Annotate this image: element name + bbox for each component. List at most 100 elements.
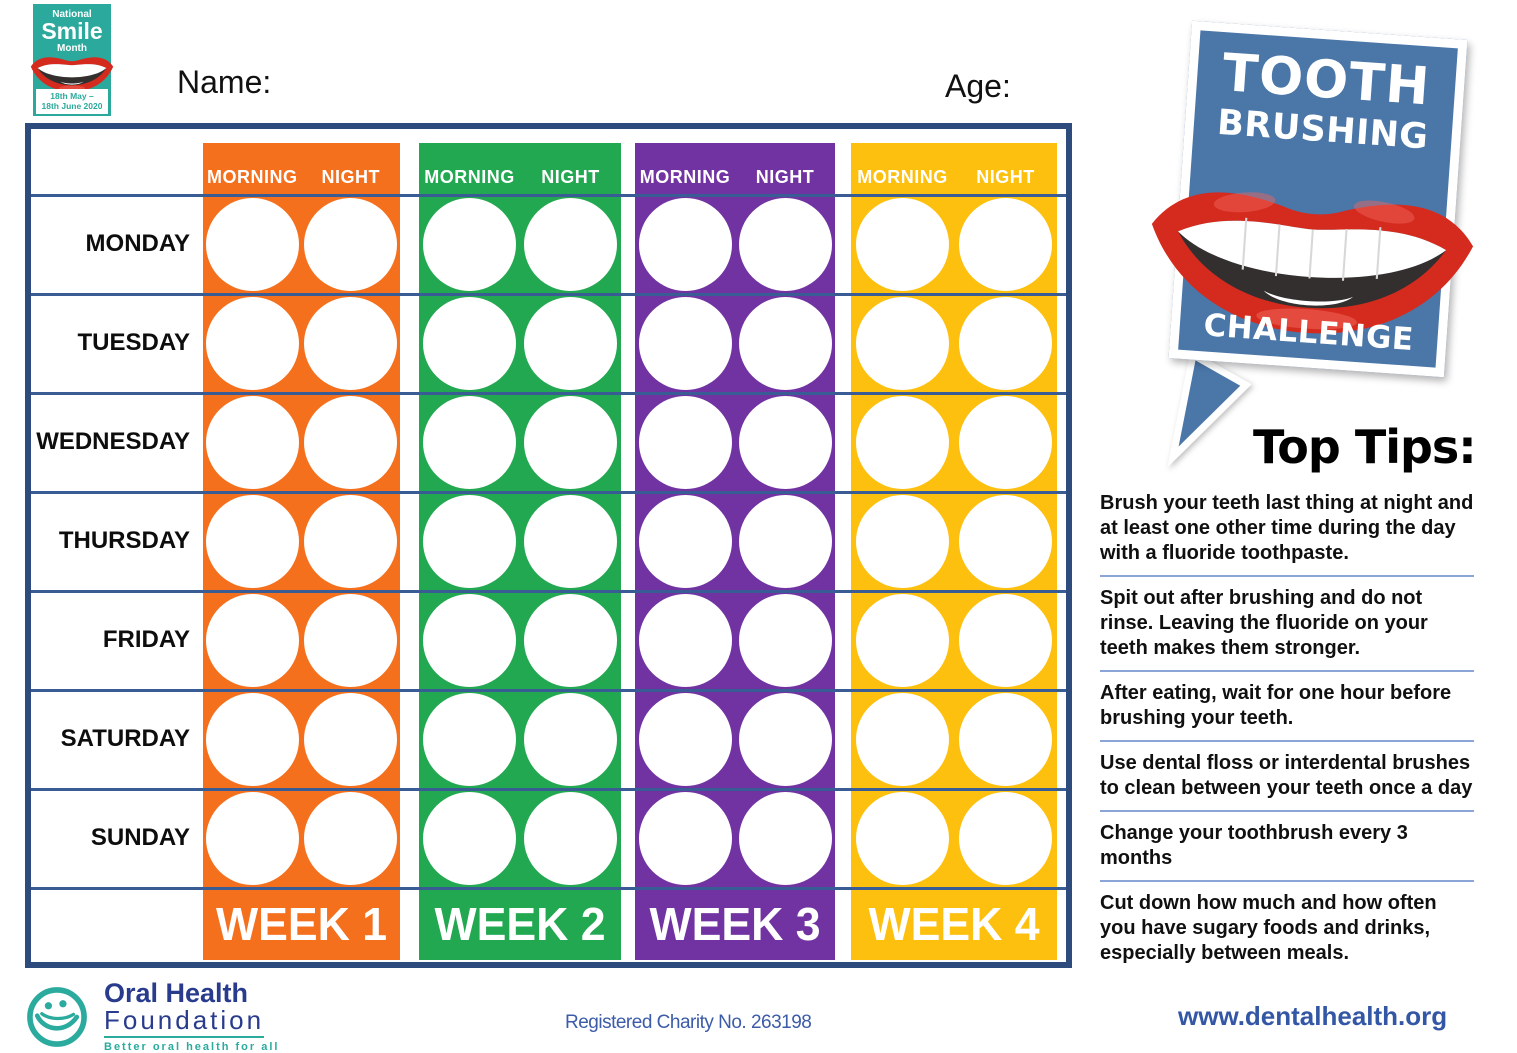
brush-circle[interactable] bbox=[423, 495, 516, 588]
brush-circle[interactable] bbox=[524, 297, 617, 390]
day-label-tuesday: TUESDAY bbox=[77, 329, 190, 356]
night-header: NIGHT bbox=[321, 167, 380, 187]
org-name-line1: Oral Health bbox=[104, 978, 249, 1008]
brush-circle[interactable] bbox=[856, 693, 949, 786]
night-header: NIGHT bbox=[541, 167, 600, 187]
website-link[interactable]: www.dentalhealth.org bbox=[1178, 1001, 1448, 1031]
brush-circle[interactable] bbox=[304, 495, 398, 588]
brush-circle[interactable] bbox=[738, 792, 832, 885]
logo-month-text: Month bbox=[57, 43, 87, 54]
brush-circle[interactable] bbox=[638, 198, 732, 291]
week-4-column: MORNING NIGHT WEEK 4 bbox=[851, 143, 1057, 960]
brush-circle[interactable] bbox=[423, 693, 516, 786]
row-divider bbox=[31, 788, 1066, 791]
tooth-brushing-challenge-badge: TOOTH BRUSHING CHALLENGE bbox=[1150, 14, 1474, 484]
brush-circle[interactable] bbox=[638, 495, 732, 588]
brush-circle[interactable] bbox=[205, 594, 299, 687]
lips-icon bbox=[1151, 192, 1474, 334]
brush-circle[interactable] bbox=[205, 693, 299, 786]
brush-circle[interactable] bbox=[638, 396, 732, 489]
brush-circle[interactable] bbox=[524, 396, 617, 489]
brush-circle[interactable] bbox=[423, 198, 516, 291]
top-tips-title: Top Tips: bbox=[1253, 420, 1477, 474]
logo-smile-text: Smile bbox=[41, 18, 103, 44]
tip-item: Brush your teeth last thing at night and… bbox=[1100, 492, 1474, 564]
day-label-friday: FRIDAY bbox=[102, 626, 190, 653]
oral-health-foundation-logo: Oral Health Foundation Better oral healt… bbox=[24, 980, 279, 1053]
brush-circle[interactable] bbox=[856, 198, 949, 291]
brush-circle[interactable] bbox=[738, 594, 832, 687]
row-divider bbox=[31, 887, 1066, 890]
brush-circle[interactable] bbox=[738, 396, 832, 489]
brush-circle[interactable] bbox=[423, 396, 516, 489]
brush-circle[interactable] bbox=[423, 792, 516, 885]
tip-item: Use dental floss or interdental brushes … bbox=[1100, 740, 1474, 810]
brush-circle[interactable] bbox=[304, 792, 398, 885]
org-name-line2: Foundation bbox=[104, 1006, 265, 1039]
brush-circle[interactable] bbox=[959, 297, 1052, 390]
brush-circle[interactable] bbox=[423, 297, 516, 390]
brush-circle[interactable] bbox=[856, 396, 949, 489]
brush-circle[interactable] bbox=[856, 297, 949, 390]
charity-number: Registered Charity No. 263198 bbox=[565, 1012, 812, 1033]
lips-icon bbox=[30, 57, 114, 92]
name-label: Name: bbox=[177, 64, 272, 100]
tips-list: Brush your teeth last thing at night and… bbox=[1100, 482, 1474, 975]
tip-item: Change your toothbrush every 3 months bbox=[1100, 810, 1474, 880]
brush-circle[interactable] bbox=[738, 693, 832, 786]
brush-circle[interactable] bbox=[524, 792, 617, 885]
brush-circle[interactable] bbox=[304, 396, 398, 489]
brush-circle[interactable] bbox=[856, 594, 949, 687]
brush-circle[interactable] bbox=[959, 495, 1052, 588]
brush-circle[interactable] bbox=[959, 396, 1052, 489]
brush-circle[interactable] bbox=[423, 594, 516, 687]
week-label: WEEK 4 bbox=[868, 898, 1040, 950]
speech-bubble: TOOTH BRUSHING CHALLENGE bbox=[1151, 20, 1474, 378]
brush-circle[interactable] bbox=[304, 693, 398, 786]
day-label-thursday: THURSDAY bbox=[58, 527, 190, 554]
brush-circle[interactable] bbox=[524, 495, 617, 588]
brush-circle[interactable] bbox=[205, 396, 299, 489]
row-divider bbox=[31, 293, 1066, 296]
brush-circle[interactable] bbox=[738, 297, 832, 390]
brush-circle[interactable] bbox=[524, 693, 617, 786]
tip-item: After eating, wait for one hour before b… bbox=[1100, 670, 1474, 740]
morning-header: MORNING bbox=[639, 167, 731, 187]
brush-circle[interactable] bbox=[304, 297, 398, 390]
org-tagline: Better oral health for all bbox=[104, 1041, 280, 1053]
logo-national-text: National bbox=[52, 9, 92, 20]
week-1-column: MORNING NIGHT WEEK 1 bbox=[203, 143, 400, 960]
brush-circle[interactable] bbox=[959, 792, 1052, 885]
night-header: NIGHT bbox=[976, 167, 1035, 187]
brush-circle[interactable] bbox=[738, 495, 832, 588]
row-divider bbox=[31, 689, 1066, 692]
brush-circle[interactable] bbox=[524, 198, 617, 291]
brush-circle[interactable] bbox=[738, 198, 832, 291]
brush-circle[interactable] bbox=[205, 495, 299, 588]
brush-circle[interactable] bbox=[638, 297, 732, 390]
row-divider bbox=[31, 590, 1066, 593]
brush-circle[interactable] bbox=[205, 198, 299, 291]
brush-circle[interactable] bbox=[959, 693, 1052, 786]
brush-circle[interactable] bbox=[205, 297, 299, 390]
row-divider bbox=[31, 194, 1066, 197]
brushing-chart-grid: MORNING NIGHT WEEK 1 MORNING NIGHT WEEK … bbox=[25, 123, 1072, 968]
week-label: WEEK 1 bbox=[215, 898, 388, 950]
brush-circle[interactable] bbox=[638, 792, 732, 885]
brush-circle[interactable] bbox=[856, 792, 949, 885]
brush-circle[interactable] bbox=[959, 198, 1052, 291]
brush-circle[interactable] bbox=[959, 594, 1052, 687]
brush-circle[interactable] bbox=[524, 594, 617, 687]
tip-item: Cut down how much and how often you have… bbox=[1100, 880, 1474, 975]
morning-header: MORNING bbox=[207, 167, 298, 187]
brush-circle[interactable] bbox=[205, 792, 299, 885]
national-smile-month-logo: National Smile Month 18th May – 18th Jun… bbox=[30, 4, 114, 116]
brush-circle[interactable] bbox=[304, 594, 398, 687]
brush-circle[interactable] bbox=[304, 198, 398, 291]
day-label-wednesday: WEDNESDAY bbox=[36, 428, 190, 455]
brush-circle[interactable] bbox=[856, 495, 949, 588]
brush-circle[interactable] bbox=[638, 693, 732, 786]
day-label-monday: MONDAY bbox=[85, 230, 190, 257]
brush-circle[interactable] bbox=[638, 594, 732, 687]
night-header: NIGHT bbox=[755, 167, 815, 187]
